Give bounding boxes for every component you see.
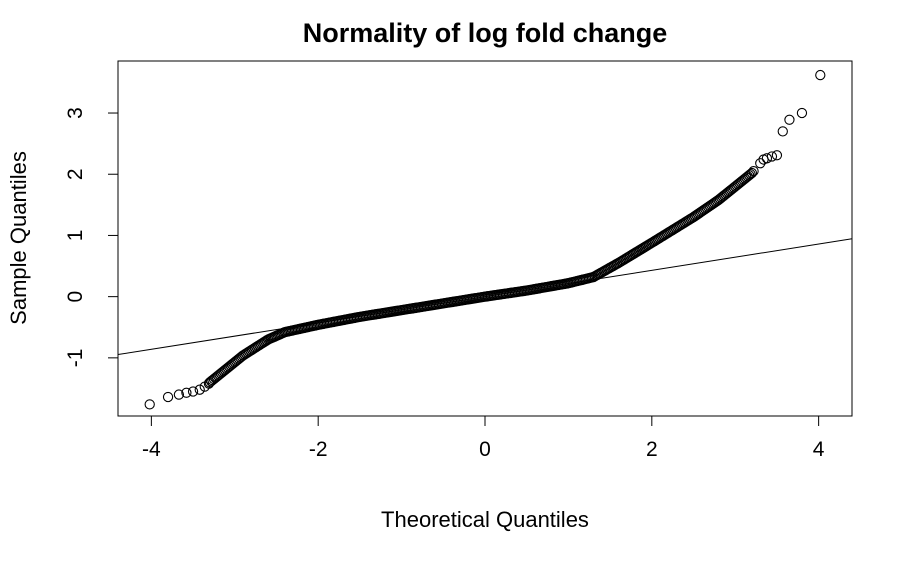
data-point (796, 107, 808, 119)
data-point (766, 151, 778, 162)
x-axis-label: Theoretical Quantiles (381, 507, 589, 532)
data-point (745, 168, 756, 180)
data-point (746, 167, 758, 179)
x-tick-label: -2 (309, 438, 328, 461)
y-tick-label: 1 (64, 230, 87, 242)
data-point (194, 384, 205, 395)
x-tick-label: 0 (479, 438, 491, 461)
data-point (162, 391, 174, 403)
y-axis-label: Sample Quantiles (6, 151, 31, 325)
data-point (777, 126, 788, 137)
data-point (144, 399, 155, 410)
data-point (784, 114, 795, 125)
y-tick-label: 3 (64, 107, 87, 119)
x-tick-label: -4 (142, 438, 161, 461)
data-point (173, 389, 185, 400)
data-point (761, 153, 773, 164)
y-axis: -1 0 1 2 3 (64, 107, 119, 368)
y-tick-label: 0 (64, 291, 87, 303)
data-point (748, 166, 759, 177)
y-tick-label: 2 (64, 168, 87, 180)
x-tick-label: 4 (813, 438, 825, 461)
data-point (815, 69, 826, 81)
data-point (181, 387, 192, 398)
chart-title: Normality of log fold change (303, 18, 668, 48)
x-tick-label: 2 (646, 438, 658, 461)
sample-points (144, 69, 826, 410)
x-axis: -4 -2 0 2 4 (142, 415, 825, 461)
data-point (187, 386, 199, 397)
data-point (755, 158, 766, 169)
data-point (771, 150, 783, 161)
data-point (203, 378, 215, 389)
y-tick-label: -1 (64, 349, 87, 368)
